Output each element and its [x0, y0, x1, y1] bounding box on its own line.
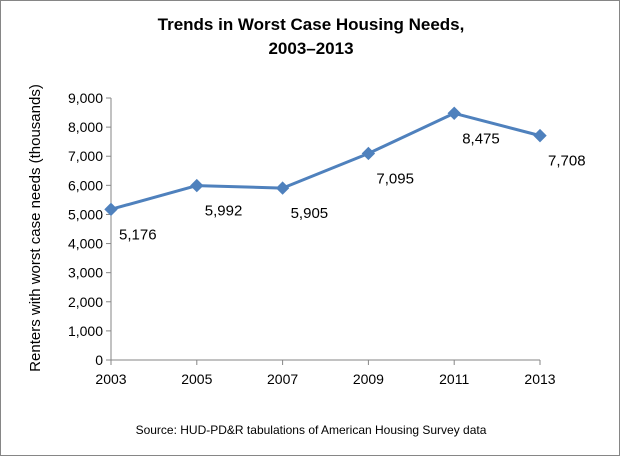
- x-tick-label: 2013: [524, 371, 555, 387]
- y-tick-label: 2,000: [68, 294, 103, 310]
- chart-title: Trends in Worst Case Housing Needs, 2003…: [1, 13, 619, 61]
- series-point: [104, 202, 118, 217]
- axes-layer: 0 1,000 2,000 3,000 4,000 5,000 6,000 7,000 8,00…: [68, 90, 556, 387]
- series-line: [110, 111, 541, 211]
- y-tick-label: 3,000: [68, 265, 103, 281]
- data-labels-layer: 5,176 5,992 5,905 7,095 8,475 7,708: [119, 130, 586, 243]
- x-tick-label: 2003: [95, 371, 126, 387]
- y-tick-label: 7,000: [68, 148, 103, 164]
- series-point: [533, 128, 547, 143]
- chart-title-line-1: Trends in Worst Case Housing Needs,: [157, 15, 465, 34]
- y-tick-label: 6,000: [68, 177, 103, 193]
- series-point: [190, 178, 204, 193]
- y-axis-label: Renters with worst case needs (thousands…: [27, 84, 44, 372]
- data-label: 7,708: [548, 153, 586, 170]
- y-tick-label: 4,000: [68, 236, 103, 252]
- y-tick-label: 0: [95, 352, 103, 368]
- data-label: 5,176: [119, 226, 157, 243]
- source-note: Source: HUD-PD&R tabulations of American…: [135, 423, 487, 437]
- y-tick-label: 8,000: [68, 119, 103, 135]
- series-point: [361, 146, 376, 161]
- x-tick-label: 2005: [181, 371, 212, 387]
- x-tick-label: 2007: [267, 371, 298, 387]
- chart-title-line-2: 2003–2013: [268, 39, 354, 58]
- data-label: 8,475: [462, 130, 500, 147]
- x-tick-label: 2011: [439, 371, 469, 387]
- data-label: 5,992: [205, 203, 243, 220]
- series-layer: [104, 106, 547, 217]
- y-tick-label: 1,000: [68, 323, 103, 339]
- series-point: [447, 106, 461, 120]
- y-tick-label: 9,000: [68, 90, 103, 106]
- series-point: [275, 181, 290, 195]
- x-tick-label: 2009: [353, 371, 384, 387]
- data-label: 5,905: [291, 205, 329, 222]
- y-tick-label: 5,000: [68, 206, 103, 222]
- data-label: 7,095: [376, 170, 414, 187]
